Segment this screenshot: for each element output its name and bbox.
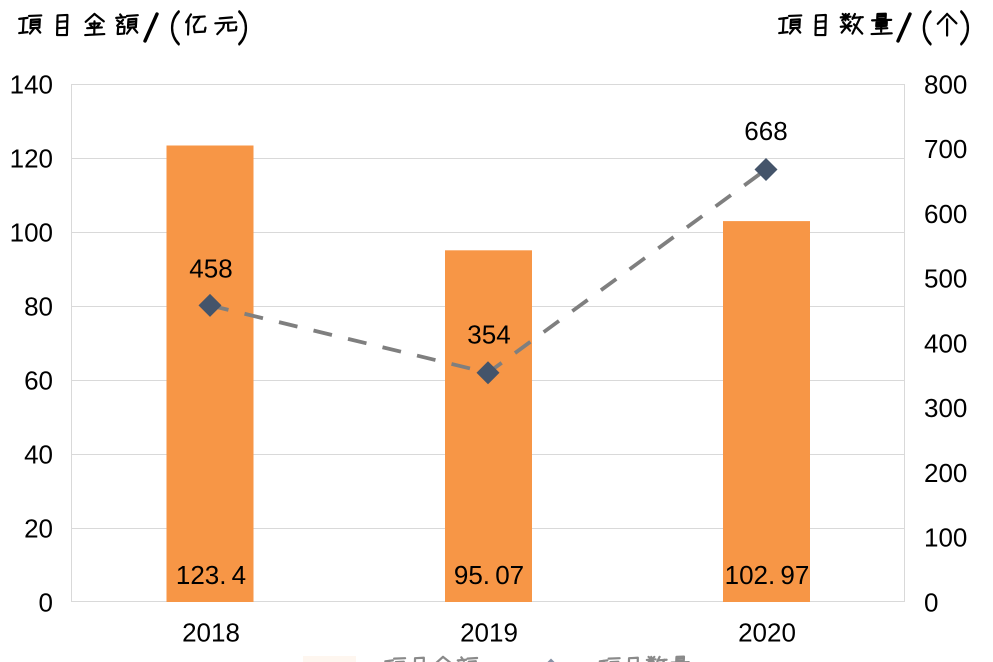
svg-text:100: 100: [10, 217, 53, 247]
svg-text:0: 0: [924, 587, 938, 617]
svg-text:40: 40: [24, 439, 53, 469]
svg-text:600: 600: [924, 199, 967, 229]
svg-text:200: 200: [924, 458, 967, 488]
svg-text:500: 500: [924, 264, 967, 294]
svg-text:123. 4: 123. 4: [176, 560, 246, 590]
svg-text:400: 400: [924, 328, 967, 358]
svg-text:120: 120: [10, 143, 53, 173]
svg-text:458: 458: [189, 254, 232, 284]
svg-text:2019: 2019: [460, 618, 518, 648]
svg-text:800: 800: [924, 69, 967, 99]
svg-text:2018: 2018: [182, 618, 240, 648]
svg-text:300: 300: [924, 393, 967, 423]
svg-text:140: 140: [10, 69, 53, 99]
svg-text:100: 100: [924, 523, 967, 553]
svg-text:20: 20: [24, 513, 53, 543]
svg-text:668: 668: [744, 116, 787, 146]
svg-text:60: 60: [24, 365, 53, 395]
svg-text:354: 354: [467, 319, 510, 349]
svg-text:95. 07: 95. 07: [454, 560, 524, 590]
svg-text:80: 80: [24, 291, 53, 321]
svg-text:700: 700: [924, 134, 967, 164]
svg-text:2020: 2020: [738, 618, 796, 648]
svg-text:102. 97: 102. 97: [725, 560, 810, 590]
svg-text:0: 0: [39, 587, 53, 617]
